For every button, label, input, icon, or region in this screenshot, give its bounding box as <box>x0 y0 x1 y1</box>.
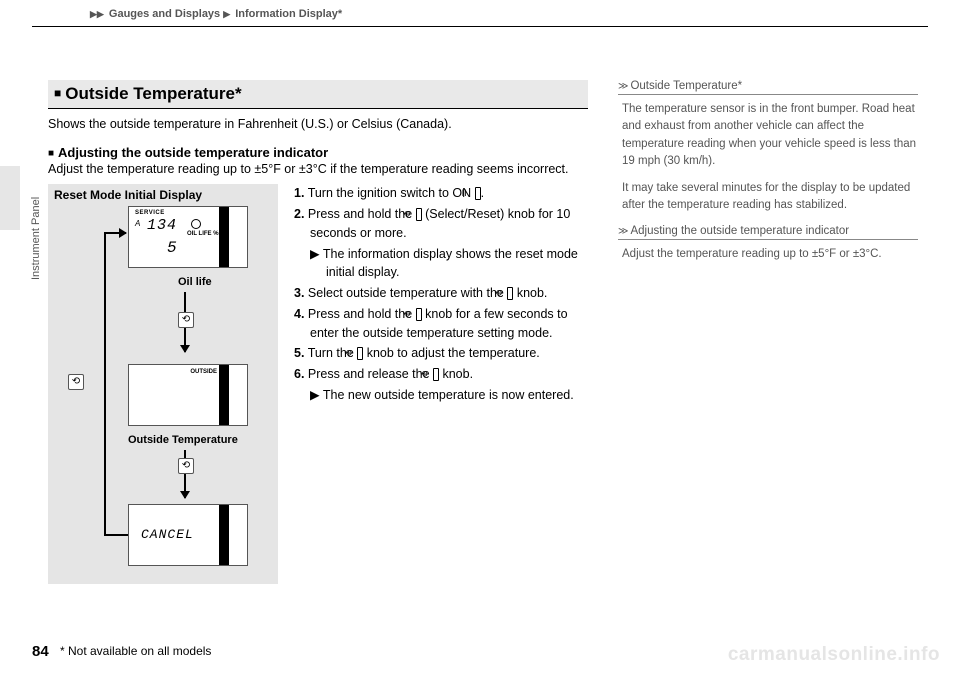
step-2: 2. Press and hold the ⟲ (Select/Reset) k… <box>294 205 588 243</box>
step-5: 5. Turn the ⟲ knob to adjust the tempera… <box>294 344 588 363</box>
diagram: Reset Mode Initial Display SERVICE A 134… <box>48 184 278 584</box>
loop-line <box>104 534 128 536</box>
arrow-icon: ▶ <box>310 388 320 402</box>
bc-arrow: ▶▶ <box>90 9 104 19</box>
footnote: * Not available on all models <box>60 644 211 658</box>
steps-list: 1. Turn the ignition switch to ON II. 2.… <box>294 184 588 406</box>
sidebar-head-1: ≫Outside Temperature* <box>618 80 918 95</box>
knob-icon: ⟲ <box>178 458 194 474</box>
section-star: * <box>235 84 242 103</box>
loop-arrow <box>104 232 126 234</box>
step-4: 4. Press and hold the ⟲ knob for a few s… <box>294 305 588 343</box>
main-column: ■Outside Temperature* Shows the outside … <box>48 80 588 584</box>
outside-temp-caption: Outside Temperature <box>128 434 238 446</box>
oil-life-caption: Oil life <box>178 276 212 288</box>
service-label: SERVICE <box>135 210 165 216</box>
step-6: 6. Press and release the ⟲ knob. <box>294 365 588 384</box>
divider <box>32 26 928 27</box>
side-label: Instrument Panel <box>30 197 42 280</box>
square-bullet: ■ <box>54 86 61 100</box>
step-1: 1. Turn the ignition switch to ON II. <box>294 184 588 203</box>
scroll-bar <box>219 505 229 565</box>
step-6-sub: ▶ The new outside temperature is now ent… <box>310 386 588 405</box>
sub-paragraph: Adjust the temperature reading up to ±5°… <box>48 160 588 178</box>
page-number: 84 <box>32 643 49 660</box>
section-heading: ■ Outside Temperature* <box>48 80 588 109</box>
side-tab <box>0 166 20 230</box>
oil-life-label: OIL LIFE % <box>187 231 219 237</box>
sub-heading: ■ Adjusting the outside temperature indic… <box>48 145 588 160</box>
square-bullet: ■ <box>48 148 54 159</box>
outside-label: OUTSIDE <box>190 369 217 375</box>
diagram-title: Reset Mode Initial Display <box>54 188 202 202</box>
step-3: 3. Select outside temperature with the ⟲… <box>294 284 588 303</box>
bc-arrow: ▶ <box>223 9 230 19</box>
sidebar-notes: ≫Outside Temperature* The temperature se… <box>618 80 918 273</box>
dbl-arrow-icon: ≫ <box>618 81 628 92</box>
reading-134: 134 <box>147 217 177 234</box>
watermark: carmanualsonline.info <box>728 644 940 666</box>
bc-star: * <box>338 8 342 20</box>
knob-icon: ⟲ <box>68 374 84 390</box>
indicator-icon <box>191 219 201 229</box>
screen-outside-temp: OUTSIDE <box>128 364 248 426</box>
section-title: Outside Temperature <box>65 84 235 103</box>
sub-title: Adjusting the outside temperature indica… <box>58 145 328 160</box>
sidebar-head-2: ≫Adjusting the outside temperature indic… <box>618 225 918 240</box>
breadcrumb: ▶▶ Gauges and Displays ▶ Information Dis… <box>90 8 342 20</box>
bc-part2: Information Display <box>235 8 338 20</box>
arrow-icon: ▶ <box>310 247 320 261</box>
sidebar-p1: The temperature sensor is in the front b… <box>618 101 918 170</box>
step-2-sub: ▶ The information display shows the rese… <box>310 245 588 283</box>
cancel-label: CANCEL <box>141 527 194 542</box>
knob-icon: ⟲ <box>178 312 194 328</box>
sidebar-p3: Adjust the temperature reading up to ±5°… <box>618 246 918 263</box>
bc-part1: Gauges and Displays <box>109 8 220 20</box>
intro-text: Shows the outside temperature in Fahrenh… <box>48 115 588 133</box>
loop-line <box>104 232 106 536</box>
scroll-bar <box>219 365 229 425</box>
sidebar-p2: It may take several minutes for the disp… <box>618 180 918 215</box>
dbl-arrow-icon: ≫ <box>618 226 628 237</box>
screen-cancel: CANCEL <box>128 504 248 566</box>
screen-oil-life: SERVICE A 134 OIL LIFE % 5 <box>128 206 248 268</box>
value-5: 5 <box>167 239 177 257</box>
scroll-bar <box>219 207 229 267</box>
code-a: A <box>135 219 140 228</box>
